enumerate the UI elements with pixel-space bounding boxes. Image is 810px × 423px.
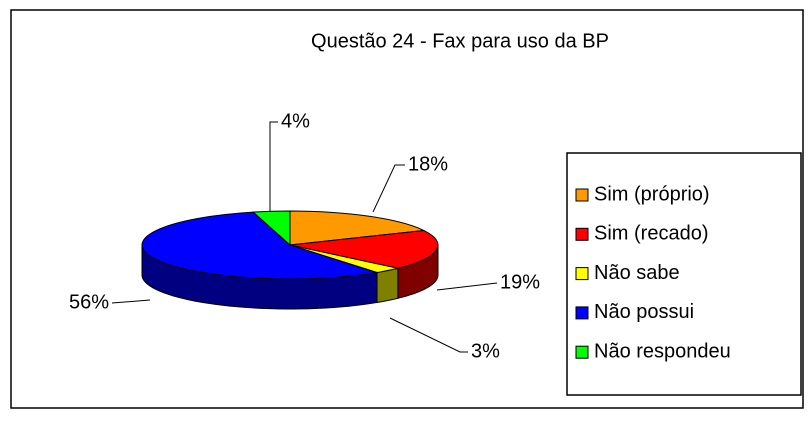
legend-label: Não respondeu xyxy=(594,340,731,362)
data-label: 18% xyxy=(408,153,448,175)
legend-label: Sim (recado) xyxy=(594,223,708,245)
legend-swatch xyxy=(575,345,589,359)
legend-box xyxy=(566,152,802,396)
pie-slice-side xyxy=(376,267,399,304)
data-label: 19% xyxy=(500,271,540,293)
data-label: 56% xyxy=(69,291,109,313)
pie-slice xyxy=(141,211,378,280)
leader-line xyxy=(389,317,468,353)
legend-label: Sim (próprio) xyxy=(594,183,710,205)
legend-swatch xyxy=(575,188,589,202)
leader-line xyxy=(111,299,151,304)
leader-line xyxy=(269,121,278,211)
data-label: 4% xyxy=(281,110,310,132)
pie-slice xyxy=(289,210,426,246)
legend-label: Não sabe xyxy=(594,262,680,284)
leader-line xyxy=(436,282,498,291)
pie-slice xyxy=(289,230,439,269)
pie-slice xyxy=(251,210,291,247)
leader-line xyxy=(372,164,405,213)
chart-title: Questão 24 - Fax para uso da BP xyxy=(311,30,609,52)
legend-swatch xyxy=(575,306,589,320)
legend-label: Não possui xyxy=(594,301,694,323)
data-label: 3% xyxy=(471,340,500,362)
legend-swatch xyxy=(575,267,589,281)
legend-swatch xyxy=(575,227,589,241)
